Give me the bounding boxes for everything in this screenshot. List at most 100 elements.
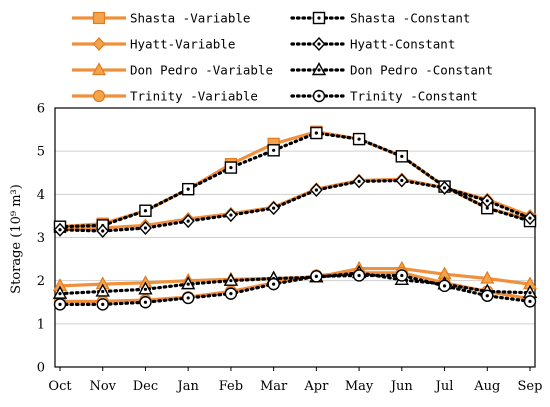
plot-border: [54, 107, 536, 368]
series-7-point-2-dot: [143, 300, 148, 304]
x-tick-label-4: Feb: [219, 379, 243, 394]
legend-marker-0: [92, 11, 106, 25]
x-tick-label-11: Sep: [518, 379, 543, 394]
legend-label-7: Trinity -Constant: [350, 89, 478, 104]
legend-entry-1: Hyatt-Variable: [72, 37, 235, 52]
legend-marker-3: [92, 89, 106, 103]
series-5-point-0-dot: [58, 228, 62, 232]
series-7-point-8-dot: [400, 273, 404, 278]
series-layer: [52, 125, 538, 311]
legend-marker-2: [91, 62, 107, 76]
series-line-5: [58, 178, 532, 233]
series-4-point-2-dot: [143, 209, 148, 213]
y-tick-label-5: 5: [37, 145, 45, 160]
series-3: [53, 266, 537, 308]
legend-label-5: Hyatt-Constant: [350, 37, 455, 52]
series-4-point-4-dot: [229, 165, 233, 170]
series-4-point-7-dot: [357, 137, 361, 141]
x-tick-label-6: Apr: [303, 379, 329, 394]
legend-label-2: Don Pedro -Variable: [130, 63, 273, 78]
series-5-point-3-dot: [186, 219, 190, 223]
series-6-point-1-dot: [101, 289, 105, 294]
series-7-point-0-dot: [58, 302, 62, 307]
x-tick-label-2: Dec: [133, 379, 158, 394]
y-tick-label-1: 1: [37, 317, 45, 332]
legend-label-6: Don Pedro -Constant: [350, 63, 493, 78]
series-7: [53, 269, 537, 311]
series-4-point-5-dot: [272, 148, 276, 152]
series-4: [53, 126, 537, 233]
x-tick-label-5: Mar: [260, 379, 288, 394]
series-6-point-3-dot: [186, 282, 190, 286]
x-tick-label-1: Nov: [89, 379, 116, 394]
y-tick-label-3: 3: [37, 231, 45, 246]
y-axis-title: Storage (10⁹ m³): [9, 184, 24, 294]
series-5: [53, 173, 537, 239]
series-2-point-10: [480, 270, 495, 284]
y-tick-label-2: 2: [37, 274, 45, 289]
series-5-point-7-dot: [357, 179, 361, 183]
legend-marker-7-dot: [317, 94, 321, 98]
series-6-point-4-dot: [229, 279, 233, 283]
legend-label-3: Trinity -Variable: [130, 89, 258, 104]
series-7-point-3-dot: [186, 296, 190, 300]
series-6-point-0-dot: [58, 292, 62, 296]
series-7-point-4-dot: [229, 292, 233, 296]
x-tick-label-0: Oct: [48, 379, 72, 394]
plot-frame: [54, 107, 536, 368]
series-line-6: [58, 271, 532, 296]
series-6-point-11-dot: [528, 291, 532, 295]
series-7-point-1-dot: [101, 302, 105, 307]
series-5-point-1-dot: [101, 229, 105, 233]
series-7-point-9-dot: [442, 284, 447, 288]
legend-entry-3: Trinity -Variable: [72, 89, 258, 104]
series-5-point-11-dot: [528, 216, 532, 220]
series-1: [53, 172, 537, 237]
series-4-point-10-dot: [485, 206, 489, 210]
y-axis-ticks: 0 1 2 3 4 5 6: [37, 102, 45, 376]
legend-label-0: Shasta -Variable: [130, 11, 250, 26]
series-5-point-10-dot: [485, 199, 489, 203]
x-tick-label-7: May: [345, 379, 374, 394]
legend: Shasta -Variable Shasta -Constant Hyatt-Va…: [72, 11, 493, 104]
x-axis-ticks: Oct Nov Dec Jan Feb Mar Apr May Jun Jul Aug Sep: [48, 367, 542, 394]
series-7-point-10-dot: [485, 294, 489, 298]
y-tick-label-0: 0: [37, 361, 45, 376]
series-5-point-4-dot: [229, 213, 233, 217]
series-5-point-2-dot: [143, 226, 148, 230]
legend-entry-5: Hyatt-Constant: [290, 37, 455, 52]
series-5-point-9-dot: [442, 186, 447, 190]
series-line-1: [59, 177, 531, 232]
legend-marker-5-dot: [317, 42, 321, 46]
x-tick-label-9: Jul: [434, 379, 454, 394]
series-6-point-2-dot: [143, 287, 148, 291]
legend-entry-6: Don Pedro -Constant: [290, 62, 493, 78]
y-tick-label-4: 4: [37, 188, 45, 203]
legend-entry-7: Trinity -Constant: [290, 89, 478, 104]
legend-marker-4-dot: [317, 16, 321, 20]
x-tick-label-8: Jun: [389, 379, 414, 394]
series-5-point-5-dot: [272, 206, 276, 210]
series-7-point-5-dot: [272, 282, 276, 286]
series-line-0: [59, 130, 531, 229]
series-5-point-6-dot: [314, 188, 318, 192]
legend-label-4: Shasta -Constant: [350, 11, 470, 26]
y-tick-label-6: 6: [37, 102, 45, 117]
series-line-7: [58, 273, 532, 307]
series-4-point-8-dot: [400, 154, 404, 158]
legend-entry-0: Shasta -Variable: [72, 11, 250, 26]
x-tick-label-3: Jan: [176, 379, 200, 394]
legend-label-1: Hyatt-Variable: [130, 37, 235, 52]
legend-entry-2: Don Pedro -Variable: [72, 62, 273, 78]
series-4-point-3-dot: [186, 187, 190, 191]
x-tick-label-10: Aug: [473, 379, 500, 394]
series-7-point-7-dot: [357, 273, 361, 278]
series-7-point-11-dot: [528, 299, 532, 303]
series-line-4: [58, 131, 532, 229]
series-7-point-6-dot: [314, 274, 318, 278]
legend-marker-1: [92, 37, 106, 51]
legend-marker-6-dot: [317, 68, 321, 72]
series-5-point-8-dot: [400, 178, 404, 183]
legend-entry-4: Shasta -Constant: [290, 11, 470, 26]
